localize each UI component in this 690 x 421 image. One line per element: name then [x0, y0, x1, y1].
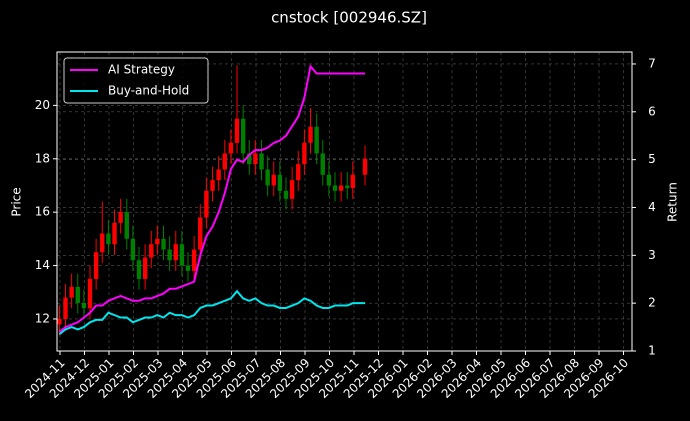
y-tick-label: 12 [35, 311, 50, 325]
candle-body [173, 244, 178, 261]
y2-tick-label: 1 [648, 344, 656, 358]
candle-body [222, 153, 227, 170]
candle-body [296, 164, 301, 181]
candle-body [75, 286, 80, 303]
candle-body [57, 318, 62, 325]
candle-body [240, 118, 246, 154]
candle-body [289, 180, 295, 199]
series-line [58, 64, 366, 333]
y2-tick-label: 5 [648, 152, 656, 166]
legend-label: AI Strategy [108, 63, 175, 77]
y-axis-label: Price [10, 187, 24, 216]
y-tick-label: 20 [35, 98, 50, 112]
candle-body [118, 212, 123, 223]
candle-body [112, 222, 117, 245]
candle-body [234, 118, 240, 143]
candle-body [362, 158, 368, 175]
candle-body [179, 244, 185, 266]
y2-tick-label: 4 [648, 200, 656, 214]
candle-body [332, 185, 338, 191]
y2-tick-label: 3 [648, 248, 656, 262]
candle-body [247, 153, 252, 165]
candle-body [155, 238, 160, 245]
y-tick-label: 14 [35, 258, 50, 272]
candle-body [124, 212, 129, 239]
candle-body [69, 286, 74, 298]
candle-body [277, 174, 283, 191]
y-tick-label: 18 [35, 151, 50, 165]
candle-body [326, 174, 332, 186]
candle-body [283, 190, 289, 199]
candle-body [93, 252, 99, 279]
candle-body [167, 249, 172, 261]
candle-body [130, 238, 136, 261]
y2-tick-label: 2 [648, 296, 656, 310]
candle-body [210, 180, 215, 191]
candle-body [198, 217, 203, 250]
candle-body [228, 142, 234, 154]
candle-body [204, 190, 209, 218]
y2-tick-label: 7 [648, 56, 656, 70]
candle-body [161, 238, 166, 250]
candle-body [81, 302, 87, 309]
legend-box [63, 57, 209, 104]
candle-body [345, 185, 350, 189]
candle-body [216, 169, 221, 181]
y2-axis-label: Return [666, 182, 680, 222]
series-line [58, 289, 366, 336]
candle-body [320, 153, 325, 175]
candle-body [308, 126, 313, 143]
candle-body [87, 278, 93, 309]
candle-body [265, 169, 270, 186]
candle-body [271, 174, 276, 186]
candle-body [63, 297, 68, 319]
legend: AI Strategy Buy-and-Hold [63, 57, 209, 104]
y-tick-label: 16 [35, 205, 50, 219]
legend-label: Buy-and-Hold [108, 84, 189, 98]
candle-body [185, 265, 191, 271]
candle-body [253, 153, 258, 165]
plot-frame [56, 51, 633, 352]
candle-body [302, 142, 307, 165]
candle-body [314, 126, 319, 154]
candle-body [136, 260, 142, 279]
y2-tick-label: 6 [648, 104, 656, 118]
candle-body [142, 257, 148, 279]
candle-body [338, 185, 344, 191]
candle-body [106, 233, 111, 245]
candle-body [350, 174, 355, 189]
chart-title: cnstock [002946.SZ] [271, 9, 427, 27]
candle-body [259, 153, 264, 170]
candle-body [100, 233, 105, 253]
candle-body [149, 244, 154, 258]
candle-body [191, 249, 197, 271]
